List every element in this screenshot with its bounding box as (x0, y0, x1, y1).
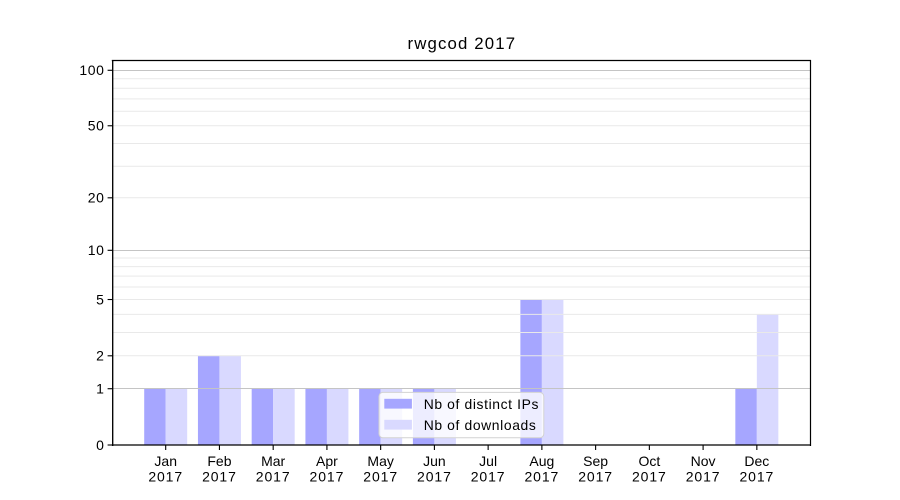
svg-text:20: 20 (88, 190, 105, 206)
svg-text:5: 5 (96, 291, 104, 307)
svg-text:2017: 2017 (632, 469, 667, 485)
svg-text:2017: 2017 (525, 469, 560, 485)
svg-text:Dec: Dec (744, 453, 769, 469)
svg-text:2017: 2017 (310, 469, 345, 485)
svg-text:Jan: Jan (154, 453, 177, 469)
svg-text:May: May (367, 453, 393, 469)
svg-text:Nb of distinct IPs: Nb of distinct IPs (424, 396, 539, 412)
svg-text:2017: 2017 (417, 469, 452, 485)
svg-text:Nov: Nov (691, 453, 716, 469)
svg-text:2017: 2017 (256, 469, 291, 485)
svg-text:Jul: Jul (479, 453, 497, 469)
svg-text:2017: 2017 (739, 469, 774, 485)
svg-text:10: 10 (88, 242, 105, 258)
svg-text:Jun: Jun (423, 453, 446, 469)
svg-text:2017: 2017 (363, 469, 398, 485)
svg-text:1: 1 (96, 381, 104, 397)
svg-text:rwgcod 2017: rwgcod 2017 (407, 34, 516, 53)
svg-text:50: 50 (88, 118, 105, 134)
svg-text:Oct: Oct (638, 453, 660, 469)
svg-text:100: 100 (79, 62, 104, 78)
svg-text:2: 2 (96, 348, 104, 364)
svg-text:Nb of downloads: Nb of downloads (424, 417, 537, 433)
svg-text:Apr: Apr (316, 453, 338, 469)
svg-text:Feb: Feb (207, 453, 231, 469)
svg-text:Mar: Mar (261, 453, 285, 469)
svg-text:2017: 2017 (148, 469, 183, 485)
svg-text:2017: 2017 (471, 469, 506, 485)
svg-text:2017: 2017 (578, 469, 613, 485)
svg-text:2017: 2017 (686, 469, 721, 485)
svg-text:Aug: Aug (529, 453, 554, 469)
svg-text:Sep: Sep (583, 453, 608, 469)
svg-text:2017: 2017 (202, 469, 237, 485)
svg-text:0: 0 (96, 437, 104, 453)
